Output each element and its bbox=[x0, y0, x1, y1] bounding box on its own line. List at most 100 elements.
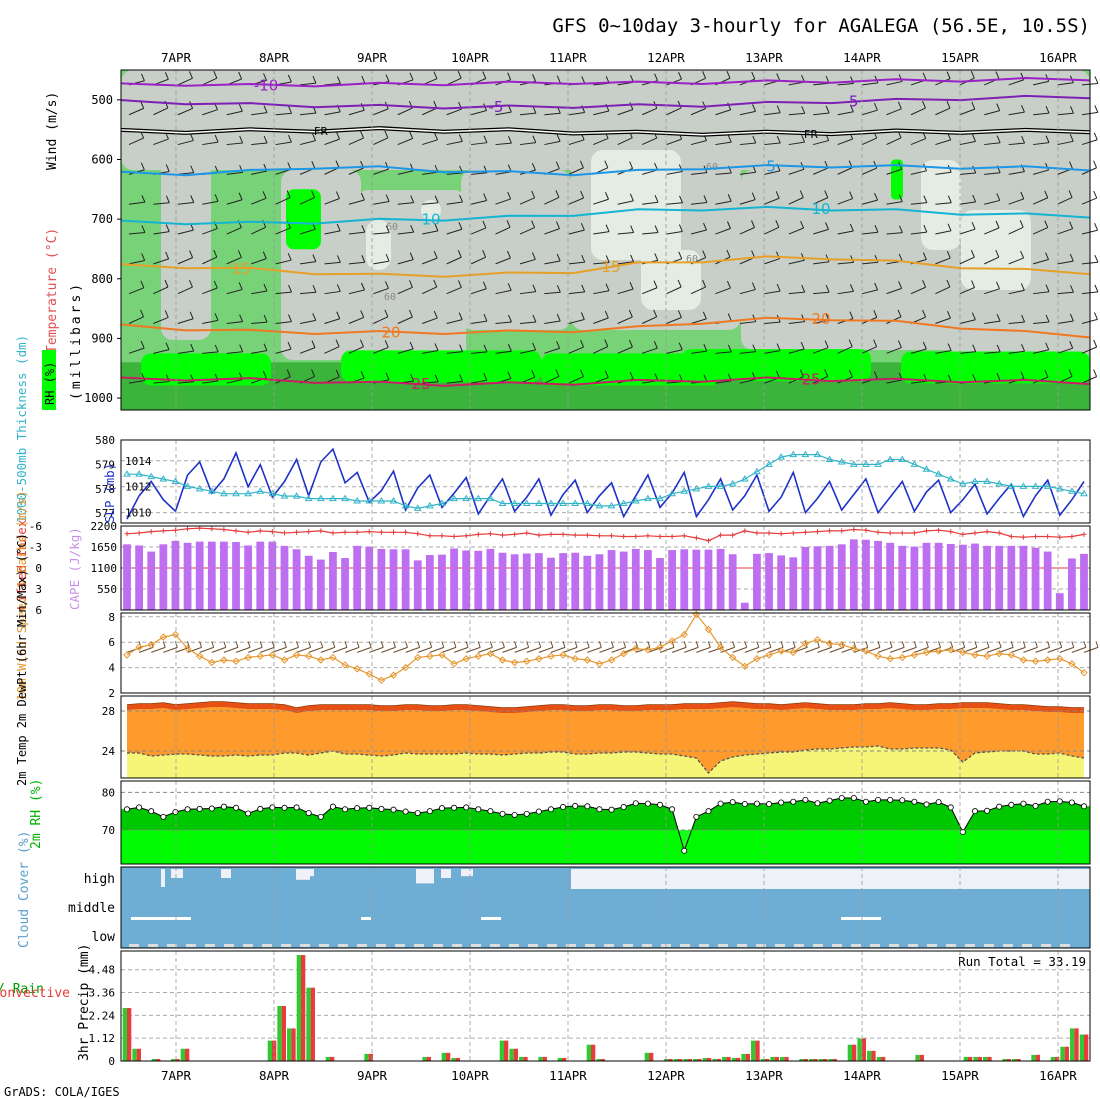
cape-bar bbox=[474, 550, 483, 610]
wind-speed-point bbox=[1080, 668, 1088, 677]
cape-bar bbox=[341, 558, 349, 610]
precip-convective-bar bbox=[726, 1056, 731, 1061]
wind-barb bbox=[1057, 320, 1074, 325]
precip-axis-labels: 3hr Precip (mm) bbox=[77, 944, 92, 1061]
thickness-point bbox=[256, 487, 265, 494]
wind-barb bbox=[308, 646, 323, 653]
wind-barb bbox=[886, 137, 902, 146]
thickness-point bbox=[619, 499, 628, 506]
wind-barb bbox=[568, 229, 585, 235]
wind-barb-feather bbox=[1045, 314, 1050, 323]
wind-barb-feather bbox=[311, 160, 316, 169]
wind-barb bbox=[202, 351, 219, 354]
wind-speed-point bbox=[971, 651, 979, 659]
wind-barb-feather bbox=[335, 191, 340, 199]
rh-saturated-band bbox=[901, 351, 1090, 384]
wind-barb bbox=[275, 348, 292, 354]
wind-barb bbox=[177, 201, 194, 205]
wind-barb-feather bbox=[971, 312, 976, 320]
wind-barb-feather bbox=[972, 194, 977, 203]
cloud-low-clear bbox=[775, 944, 785, 947]
wind-speed-point bbox=[850, 644, 858, 653]
thickness-point bbox=[1019, 482, 1028, 489]
wind-barb bbox=[837, 167, 853, 175]
rh-axis-label: RH (%) bbox=[43, 362, 57, 405]
isotherm-label: 20 bbox=[381, 323, 400, 341]
wind-barb-feather bbox=[458, 222, 463, 230]
wind-barb bbox=[226, 257, 242, 265]
thickness-point bbox=[692, 484, 701, 492]
wind-barb-feather bbox=[874, 225, 879, 233]
thickness-point bbox=[910, 460, 919, 467]
cape-bar bbox=[292, 549, 301, 610]
temp-tick-label: 24 bbox=[102, 745, 116, 758]
wind-barb bbox=[226, 227, 242, 235]
wind-barb bbox=[275, 112, 292, 116]
wind-barb bbox=[202, 319, 219, 324]
rh-saturated-band bbox=[341, 350, 541, 383]
wind-barb bbox=[466, 646, 481, 653]
wind-barb bbox=[251, 142, 268, 146]
cloud-low-clear bbox=[319, 944, 329, 947]
wind-barb-feather bbox=[604, 339, 609, 347]
wind-speed-point bbox=[680, 630, 688, 639]
wind-barb bbox=[568, 346, 584, 354]
rh-dry-region bbox=[961, 210, 1031, 290]
wind-barb-feather bbox=[214, 194, 219, 202]
wind-barb bbox=[422, 257, 438, 265]
wind-barb-feather bbox=[405, 641, 408, 648]
wind-barb-feather bbox=[164, 310, 169, 318]
wind-barb-feather bbox=[677, 310, 682, 318]
wind-barb-feather bbox=[1094, 284, 1099, 293]
thickness-point bbox=[510, 499, 519, 506]
wind-barb-feather bbox=[775, 191, 780, 199]
li-tick-label: -6 bbox=[29, 520, 42, 533]
wind-barb-feather bbox=[962, 641, 966, 648]
wind-barb bbox=[720, 646, 735, 653]
precip-total-bar bbox=[702, 1057, 707, 1061]
thickness-point bbox=[595, 501, 604, 509]
cape-bar bbox=[401, 549, 410, 610]
wind-barb bbox=[1059, 646, 1074, 653]
wind-barb-feather bbox=[970, 70, 975, 79]
cape-bar bbox=[1043, 551, 1052, 610]
cape-bar bbox=[946, 543, 955, 610]
wind-barb-feather bbox=[238, 192, 243, 200]
wind-barb bbox=[902, 646, 917, 653]
wind-speed-point bbox=[668, 637, 676, 645]
cape-bar bbox=[995, 545, 1004, 610]
wind-barb bbox=[910, 138, 926, 146]
wind-barb-feather bbox=[237, 250, 242, 258]
rh2m-point bbox=[402, 808, 409, 815]
rh-dry-region bbox=[921, 160, 961, 250]
wind-barb-feather bbox=[897, 309, 902, 317]
slp-tick-label: 1012 bbox=[125, 481, 152, 494]
wind-barb-feather bbox=[507, 283, 512, 291]
wind-barb bbox=[886, 80, 903, 86]
precip-tick-label: 3.36 bbox=[89, 987, 116, 1000]
cloud-low-clear bbox=[756, 944, 766, 947]
wind-barb bbox=[886, 168, 902, 175]
wind-barb-feather bbox=[1094, 76, 1099, 84]
thickness-point bbox=[159, 475, 168, 482]
precip-total-bar bbox=[683, 1058, 688, 1061]
wind-barb-feather bbox=[581, 254, 586, 263]
rh2m-point bbox=[1044, 798, 1051, 805]
wind-speed-point bbox=[777, 647, 785, 655]
wind-barb-feather bbox=[1047, 641, 1051, 648]
wind-barb-feather bbox=[1093, 339, 1098, 348]
wind-barb bbox=[544, 112, 561, 116]
wind-barb-feather bbox=[259, 641, 263, 648]
thickness-point bbox=[401, 501, 410, 509]
wind-barb bbox=[984, 110, 1000, 116]
wind-barb bbox=[739, 199, 756, 205]
precip-convective-bar bbox=[755, 1040, 760, 1061]
wind-barb-feather bbox=[190, 343, 195, 352]
wind-barb-feather bbox=[1021, 314, 1026, 323]
wind-barb-feather bbox=[263, 105, 268, 113]
thickness-point bbox=[971, 477, 979, 484]
wind-barb bbox=[470, 288, 487, 295]
thickness-point bbox=[268, 489, 277, 497]
wind-barb bbox=[153, 349, 170, 354]
wind-speed-point bbox=[983, 652, 991, 660]
